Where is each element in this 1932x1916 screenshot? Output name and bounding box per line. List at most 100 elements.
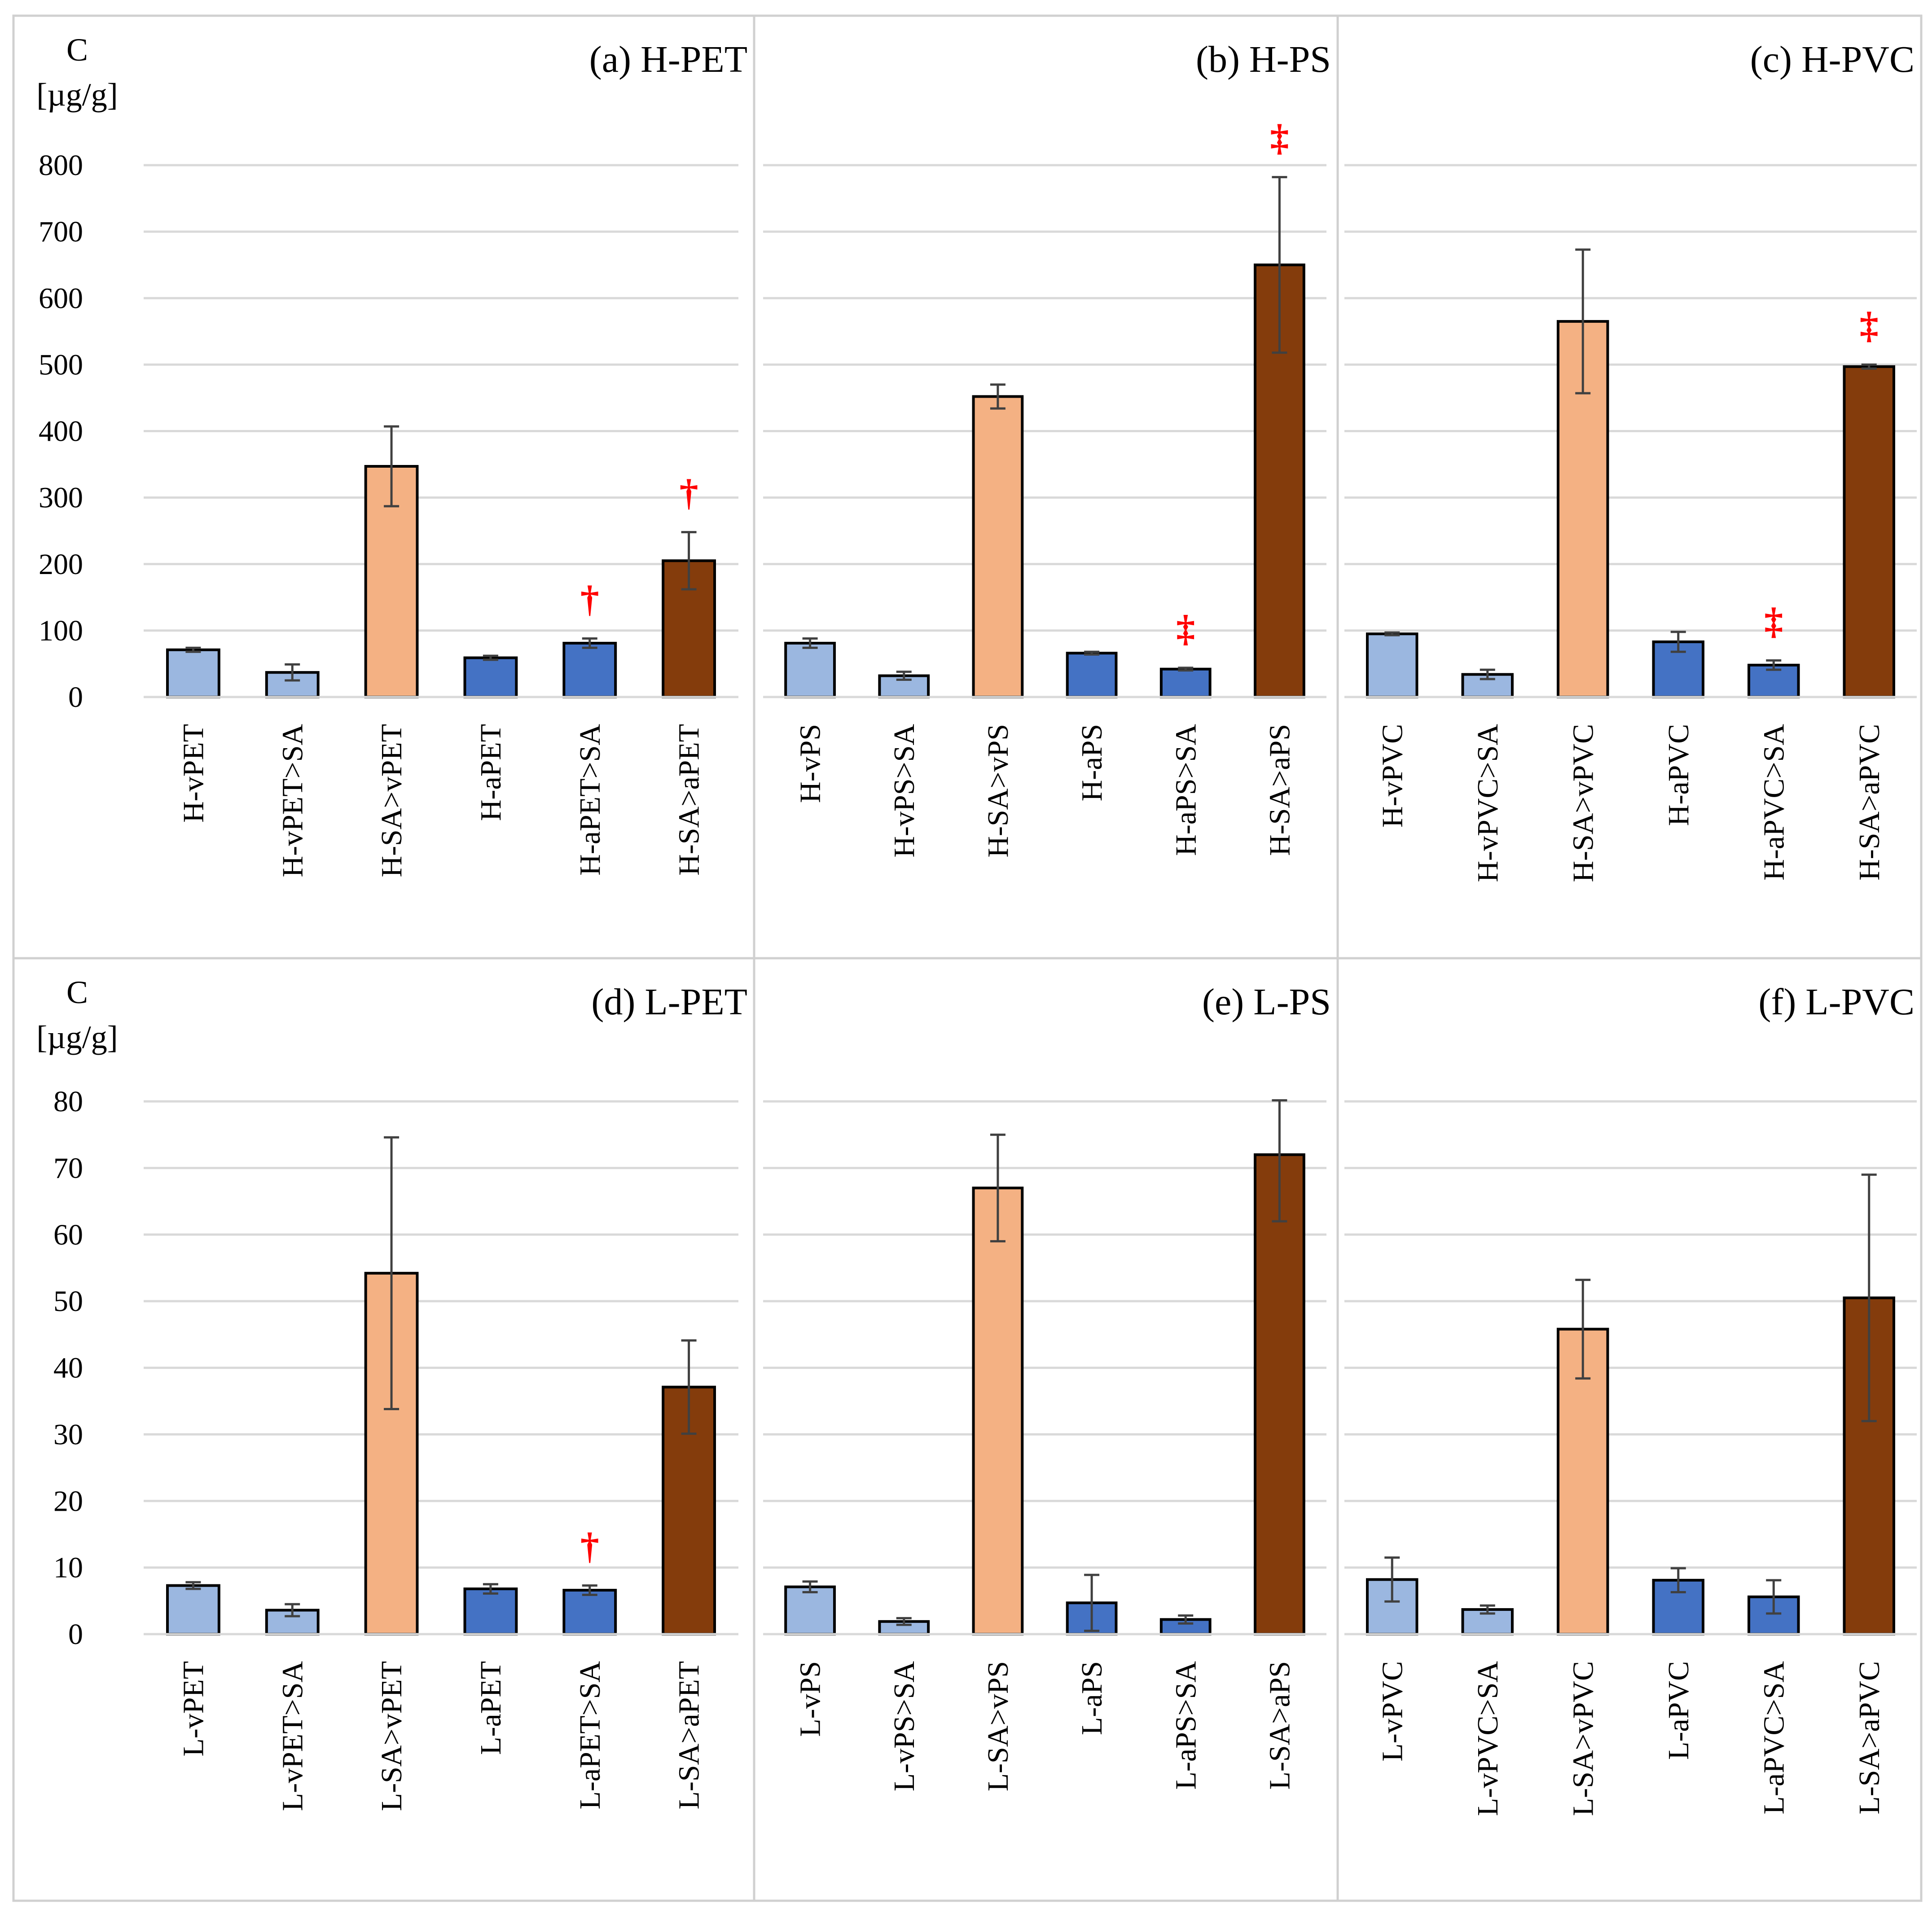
- category-label: L-vPS>SA: [888, 1661, 921, 1792]
- category-label: L-vPVC>SA: [1471, 1661, 1504, 1816]
- error-bar: [1575, 248, 1591, 395]
- y-tick-label: 800: [39, 149, 83, 182]
- error-bar: [1178, 1614, 1194, 1625]
- category-label: L-vPET>SA: [276, 1661, 309, 1811]
- category-label: L-SA>aPS: [1263, 1661, 1296, 1790]
- chart-panel: (b) H-PS H-vPS H-vPS>SA H-SA>vPS H-aPS ‡ H-aPS…: [753, 14, 1339, 960]
- y-tick-label: 50: [53, 1285, 83, 1318]
- error-bar: [896, 671, 912, 681]
- error-bar: [1480, 1604, 1495, 1615]
- chart-title: (a) H-PET: [589, 39, 747, 80]
- error-bar: [1861, 1173, 1877, 1422]
- chart-title: (e) L-PS: [1202, 981, 1331, 1023]
- category-label: H-aPS>SA: [1169, 724, 1202, 856]
- bar: [1159, 667, 1212, 698]
- category-label: L-vPVC: [1376, 1661, 1409, 1762]
- category-label: L-SA>vPET: [375, 1661, 408, 1811]
- bar: [1557, 1328, 1609, 1635]
- category-label: H-vPS>SA: [888, 724, 921, 858]
- category-label: L-vPET: [177, 1661, 210, 1757]
- bar: [562, 642, 617, 699]
- category-label: H-aPVC: [1662, 724, 1695, 826]
- y-tick-label: 30: [53, 1418, 83, 1451]
- category-label: L-SA>vPS: [982, 1661, 1014, 1791]
- bar: [1366, 632, 1418, 698]
- significance-marker: ‡: [1764, 601, 1783, 642]
- category-label: H-vPET>SA: [276, 724, 309, 877]
- error-bar: [802, 1580, 818, 1594]
- error-bar: [1575, 1279, 1591, 1380]
- category-label: H-aPS: [1076, 724, 1108, 801]
- category-label: L-aPS>SA: [1169, 1661, 1202, 1790]
- error-bar: [185, 646, 201, 653]
- category-label: L-aPS: [1076, 1661, 1108, 1735]
- error-bar: [1178, 666, 1194, 672]
- category-label: L-SA>aPET: [673, 1661, 706, 1810]
- bar: [972, 1186, 1024, 1635]
- y-axis-unit: [µg/g]: [36, 77, 118, 113]
- y-tick-label: 10: [53, 1552, 83, 1584]
- error-bar: [896, 1617, 912, 1626]
- category-label: H-vPS: [794, 724, 827, 803]
- error-bar: [990, 1133, 1006, 1243]
- error-bar: [582, 637, 597, 649]
- significance-marker: ‡: [1176, 608, 1195, 649]
- chart-title: (c) H-PVC: [1750, 39, 1914, 80]
- y-axis-symbol: C: [66, 974, 88, 1010]
- error-bar: [1084, 1574, 1100, 1632]
- error-bar: [582, 1584, 597, 1596]
- error-bar: [1384, 1556, 1400, 1603]
- error-bar: [681, 531, 697, 591]
- error-bar: [1766, 1579, 1782, 1615]
- category-label: L-SA>aPVC: [1853, 1661, 1886, 1815]
- category-label: L-aPVC>SA: [1757, 1661, 1790, 1815]
- category-label: H-SA>vPVC: [1567, 724, 1599, 882]
- bar: [1159, 1618, 1212, 1635]
- y-axis-unit: [µg/g]: [36, 1019, 118, 1055]
- error-bar: [1084, 650, 1100, 656]
- bar: [166, 648, 220, 699]
- bar: [463, 656, 518, 698]
- category-label: H-SA>aPET: [673, 724, 706, 876]
- error-bar: [1272, 176, 1287, 354]
- y-tick-label: 500: [39, 348, 83, 381]
- error-bar: [1480, 668, 1495, 680]
- y-tick-label: 60: [53, 1219, 83, 1251]
- category-label: H-SA>vPET: [375, 724, 408, 877]
- y-tick-label: 40: [53, 1352, 83, 1385]
- chart-title: (d) L-PET: [591, 981, 747, 1023]
- bar: [784, 1585, 836, 1636]
- error-bar: [1670, 631, 1686, 653]
- significance-marker: †: [680, 472, 698, 514]
- error-bar: [185, 1581, 201, 1590]
- category-label: H-aPET: [474, 724, 507, 821]
- bar: [463, 1587, 518, 1635]
- error-bar: [1384, 631, 1400, 636]
- y-tick-label: 600: [39, 282, 83, 315]
- y-tick-label: 200: [39, 548, 83, 581]
- error-bar: [285, 663, 300, 682]
- error-bar: [483, 1583, 498, 1595]
- significance-marker: ‡: [1270, 117, 1289, 159]
- category-label: H-SA>aPS: [1263, 724, 1296, 856]
- chart-panel: (c) H-PVC H-vPVC H-vPVC>SA H-SA>vPVC H-aPVC ‡…: [1336, 14, 1923, 960]
- category-label: H-vPVC>SA: [1471, 724, 1504, 882]
- y-tick-label: 70: [53, 1152, 83, 1184]
- y-tick-label: 700: [39, 215, 83, 248]
- category-label: L-aPVC: [1662, 1661, 1695, 1760]
- y-tick-label: 0: [68, 1618, 83, 1651]
- error-bar: [384, 1136, 400, 1410]
- bar: [972, 395, 1024, 698]
- bar: [1066, 652, 1118, 699]
- bar: [166, 1584, 220, 1636]
- category-label: L-aPET: [474, 1661, 507, 1755]
- y-tick-label: 20: [53, 1485, 83, 1517]
- error-bar: [384, 425, 400, 508]
- category-label: H-aPVC>SA: [1757, 724, 1790, 881]
- bar: [562, 1589, 617, 1636]
- category-label: L-aPET>SA: [574, 1661, 606, 1810]
- category-label: H-SA>vPS: [982, 724, 1014, 858]
- significance-marker: †: [580, 579, 599, 620]
- bar: [784, 642, 836, 699]
